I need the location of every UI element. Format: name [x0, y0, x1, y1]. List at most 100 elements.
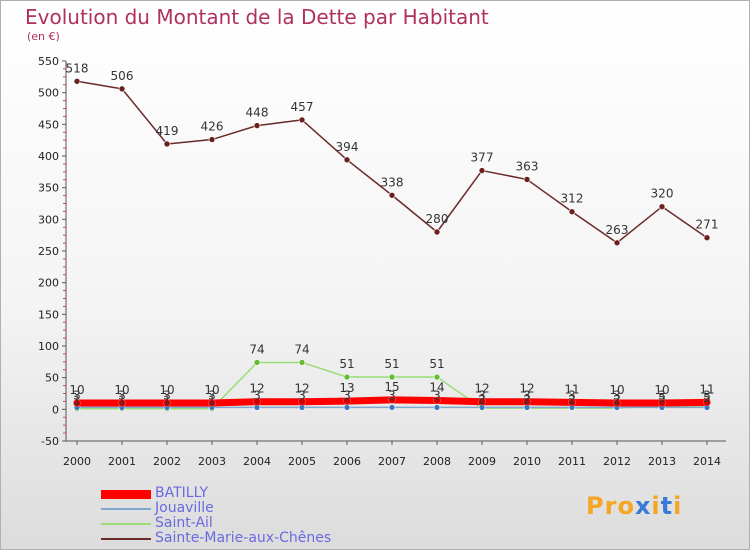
data-point — [703, 234, 711, 241]
data-label: 338 — [381, 175, 404, 189]
data-label: 3 — [703, 388, 711, 402]
data-point — [658, 399, 666, 407]
data-point — [388, 404, 396, 411]
data-label: 74 — [294, 342, 309, 356]
data-label: 51 — [339, 357, 354, 371]
data-point — [613, 239, 621, 247]
data-point — [388, 191, 396, 199]
data-label: 320 — [651, 187, 674, 201]
data-label: 457 — [291, 100, 314, 114]
data-point — [613, 399, 621, 407]
x-tick-label: 2004 — [243, 455, 271, 468]
data-point — [208, 136, 216, 143]
data-point — [343, 156, 351, 164]
data-label: 448 — [246, 106, 269, 120]
data-point — [433, 404, 441, 411]
data-label: 280 — [426, 212, 449, 226]
x-tick-label: 2013 — [648, 455, 676, 468]
data-label: 3 — [478, 388, 486, 402]
y-tick-label: 250 — [38, 245, 59, 258]
legend-label: BATILLY — [155, 485, 209, 501]
series-line-sainte-marie-aux-ch-nes — [76, 80, 708, 244]
data-label: 12 — [249, 382, 264, 396]
logo-letter: t — [660, 492, 674, 520]
data-label: 3 — [433, 388, 441, 402]
logo-letter: P — [586, 492, 605, 520]
x-tick-label: 2002 — [153, 455, 181, 468]
data-point — [118, 399, 126, 407]
y-tick-label: 100 — [38, 340, 59, 353]
data-label: 263 — [606, 223, 629, 237]
data-label: 3 — [208, 388, 216, 402]
chart-unit-label: (en €) — [27, 30, 60, 43]
data-label: 12 — [474, 382, 489, 396]
data-label: 51 — [384, 357, 399, 371]
x-tick-label: 2003 — [198, 455, 226, 468]
data-label: 3 — [253, 388, 261, 402]
y-tick-label: 0 — [52, 403, 59, 416]
data-point — [208, 399, 216, 407]
data-label: 518 — [66, 61, 89, 75]
data-point — [343, 397, 351, 405]
data-label: 14 — [429, 380, 444, 394]
legend-swatch — [101, 538, 151, 540]
y-tick-label: 200 — [38, 277, 59, 290]
data-point — [163, 399, 171, 407]
legend-label: Jouaville — [155, 500, 214, 516]
logo-letter: i — [673, 492, 683, 520]
data-label: 3 — [388, 388, 396, 402]
data-label: 51 — [429, 357, 444, 371]
legend-swatch — [101, 523, 151, 525]
x-tick-label: 2010 — [513, 455, 541, 468]
x-tick-label: 2009 — [468, 455, 496, 468]
data-label: 15 — [384, 380, 399, 394]
data-label: 12 — [519, 382, 534, 396]
legend-swatch — [101, 508, 151, 510]
data-point — [433, 373, 441, 381]
proxiti-logo: Proxiti — [586, 492, 682, 520]
data-label: 3 — [343, 388, 351, 402]
data-label: 1 — [73, 394, 81, 408]
y-tick-label: 450 — [38, 118, 59, 131]
logo-letter: i — [651, 492, 661, 520]
x-tick-label: 2000 — [63, 455, 91, 468]
x-tick-label: 2001 — [108, 455, 136, 468]
data-point — [523, 176, 531, 183]
data-point — [298, 397, 306, 406]
data-label: 271 — [696, 218, 719, 232]
data-point — [433, 396, 441, 405]
data-label: 3 — [658, 388, 666, 402]
data-label: 3 — [523, 388, 531, 402]
logo-letter: r — [604, 492, 618, 520]
data-label: 3 — [73, 388, 81, 402]
data-label: 74 — [249, 342, 264, 356]
data-point — [163, 140, 171, 148]
data-label: 2 — [613, 393, 621, 407]
data-label: 3 — [163, 388, 171, 402]
data-label: 394 — [336, 140, 359, 154]
data-point — [253, 397, 261, 406]
legend-swatch — [101, 489, 151, 499]
data-label: 13 — [339, 381, 354, 395]
y-tick-label: 300 — [38, 213, 59, 226]
data-label: 11 — [699, 382, 714, 396]
data-point — [343, 373, 351, 381]
x-tick-label: 2007 — [378, 455, 406, 468]
data-label: 3 — [568, 388, 576, 402]
data-label: 419 — [156, 124, 179, 138]
data-label: 10 — [114, 383, 129, 397]
data-point — [253, 359, 261, 366]
data-label: 1 — [118, 394, 126, 408]
y-tick-label: 550 — [38, 55, 59, 68]
data-label: 10 — [69, 383, 84, 397]
data-point — [253, 122, 261, 129]
logo-letter: x — [634, 492, 652, 520]
data-point — [298, 116, 306, 124]
data-label: 10 — [204, 383, 219, 397]
logo-letter: o — [617, 492, 635, 520]
data-label: 3 — [118, 388, 126, 402]
data-point — [388, 373, 396, 381]
data-point — [298, 359, 306, 366]
data-point — [73, 77, 81, 85]
